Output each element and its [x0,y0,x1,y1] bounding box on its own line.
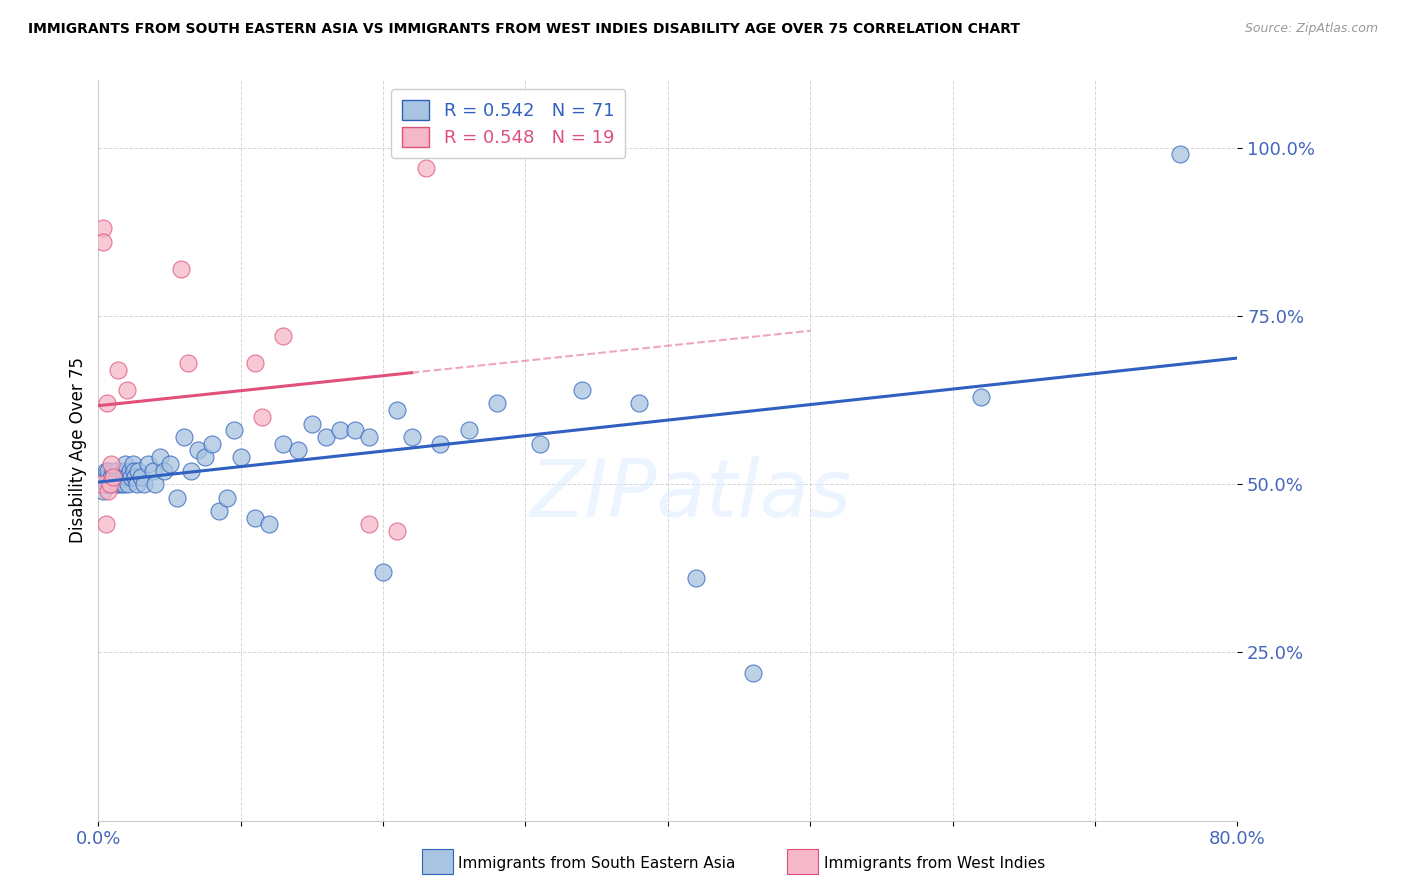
Point [122,464,145,478]
Point [166,491,188,505]
Point [194,450,217,465]
Point [118,464,141,478]
Point [529,436,551,450]
Legend: R = 0.542   N = 71, R = 0.548   N = 19: R = 0.542 N = 71, R = 0.548 N = 19 [391,89,626,158]
Point [125,477,148,491]
Point [98,477,121,491]
Point [145,477,167,491]
Point [173,430,195,444]
Point [96,396,118,410]
Point [153,464,176,478]
Text: ZIPatlas: ZIPatlas [530,456,852,534]
Point [101,470,124,484]
Point [115,470,138,484]
Point [93,470,115,484]
Point [136,457,159,471]
Point [486,396,509,410]
Point [373,565,395,579]
Point [187,443,209,458]
Point [115,383,138,397]
Point [111,464,134,478]
Point [250,409,273,424]
Point [287,443,309,458]
Text: Immigrants from West Indies: Immigrants from West Indies [824,856,1045,871]
Point [101,477,124,491]
Point [387,403,409,417]
Point [970,390,993,404]
Point [103,470,125,484]
Point [105,470,128,484]
Point [98,477,121,491]
Point [229,450,252,465]
Point [121,457,143,471]
Text: IMMIGRANTS FROM SOUTH EASTERN ASIA VS IMMIGRANTS FROM WEST INDIES DISABILITY AGE: IMMIGRANTS FROM SOUTH EASTERN ASIA VS IM… [28,22,1021,37]
Point [120,470,142,484]
Point [170,261,193,276]
Point [117,477,139,491]
Point [97,464,120,478]
Text: Source: ZipAtlas.com: Source: ZipAtlas.com [1244,22,1378,36]
Point [177,356,200,370]
Point [222,423,245,437]
Point [628,396,651,410]
Point [94,517,117,532]
Point [215,491,238,505]
Point [159,457,181,471]
Point [107,477,129,491]
Point [100,470,122,484]
Point [343,423,366,437]
Point [259,517,281,532]
Point [208,504,231,518]
Point [273,436,295,450]
Point [108,470,131,484]
Point [104,477,127,491]
Point [107,362,129,376]
Point [1170,147,1192,161]
Text: Immigrants from South Eastern Asia: Immigrants from South Eastern Asia [458,856,735,871]
Point [91,483,114,498]
Point [90,477,112,491]
Point [201,436,224,450]
Point [243,356,266,370]
Point [273,329,295,343]
Point [91,235,114,249]
Point [97,483,120,498]
Point [685,571,707,585]
Point [101,464,124,478]
Point [96,477,118,491]
Point [301,417,323,431]
Point [112,477,135,491]
Point [127,464,149,478]
Point [129,470,152,484]
Point [180,464,202,478]
Point [329,423,352,437]
Point [124,470,146,484]
Point [401,430,423,444]
Point [91,221,114,235]
Point [97,470,120,484]
Point [457,423,479,437]
Point [315,430,337,444]
Point [132,477,155,491]
Point [141,464,163,478]
Y-axis label: Disability Age Over 75: Disability Age Over 75 [69,358,87,543]
Point [429,436,451,450]
Point [94,477,117,491]
Point [110,477,132,491]
Point [100,457,122,471]
Point [742,665,765,680]
Point [571,383,593,397]
Point [243,510,266,524]
Point [105,464,128,478]
Point [112,470,135,484]
Point [357,517,380,532]
Point [387,524,409,539]
Point [94,464,117,478]
Point [357,430,380,444]
Point [114,457,136,471]
Point [415,161,437,175]
Point [149,450,172,465]
